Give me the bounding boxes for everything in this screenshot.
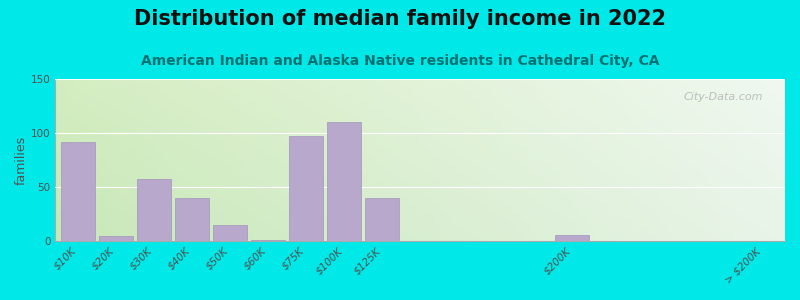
Bar xyxy=(61,142,95,241)
Text: American Indian and Alaska Native residents in Cathedral City, CA: American Indian and Alaska Native reside… xyxy=(141,54,659,68)
Bar xyxy=(137,179,171,241)
Bar xyxy=(251,240,286,241)
Bar xyxy=(99,236,134,241)
Bar xyxy=(213,225,247,241)
Text: City-Data.com: City-Data.com xyxy=(684,92,763,102)
Bar xyxy=(365,198,399,241)
Bar xyxy=(327,122,362,241)
Bar xyxy=(555,235,590,241)
Bar xyxy=(289,136,323,241)
Bar xyxy=(175,198,210,241)
Y-axis label: families: families xyxy=(15,136,28,184)
Text: Distribution of median family income in 2022: Distribution of median family income in … xyxy=(134,9,666,29)
